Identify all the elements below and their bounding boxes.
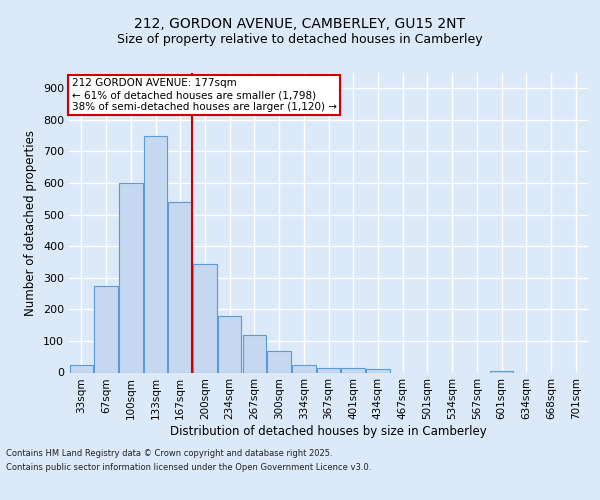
Y-axis label: Number of detached properties: Number of detached properties <box>25 130 37 316</box>
Text: Contains public sector information licensed under the Open Government Licence v3: Contains public sector information licen… <box>6 464 371 472</box>
Bar <box>218 316 241 372</box>
Text: Size of property relative to detached houses in Camberley: Size of property relative to detached ho… <box>117 32 483 46</box>
Bar <box>317 368 340 372</box>
Bar <box>94 286 118 372</box>
Bar <box>119 183 143 372</box>
Bar <box>144 136 167 372</box>
Bar <box>490 371 513 372</box>
Bar <box>341 368 365 372</box>
Text: Contains HM Land Registry data © Crown copyright and database right 2025.: Contains HM Land Registry data © Crown c… <box>6 448 332 458</box>
Bar <box>366 368 389 372</box>
Text: 212 GORDON AVENUE: 177sqm
← 61% of detached houses are smaller (1,798)
38% of se: 212 GORDON AVENUE: 177sqm ← 61% of detac… <box>71 78 337 112</box>
Text: 212, GORDON AVENUE, CAMBERLEY, GU15 2NT: 212, GORDON AVENUE, CAMBERLEY, GU15 2NT <box>134 18 466 32</box>
Bar <box>70 364 93 372</box>
Bar <box>242 334 266 372</box>
Bar <box>292 364 316 372</box>
X-axis label: Distribution of detached houses by size in Camberley: Distribution of detached houses by size … <box>170 425 487 438</box>
Bar <box>268 351 291 372</box>
Bar <box>169 202 192 372</box>
Bar <box>193 264 217 372</box>
